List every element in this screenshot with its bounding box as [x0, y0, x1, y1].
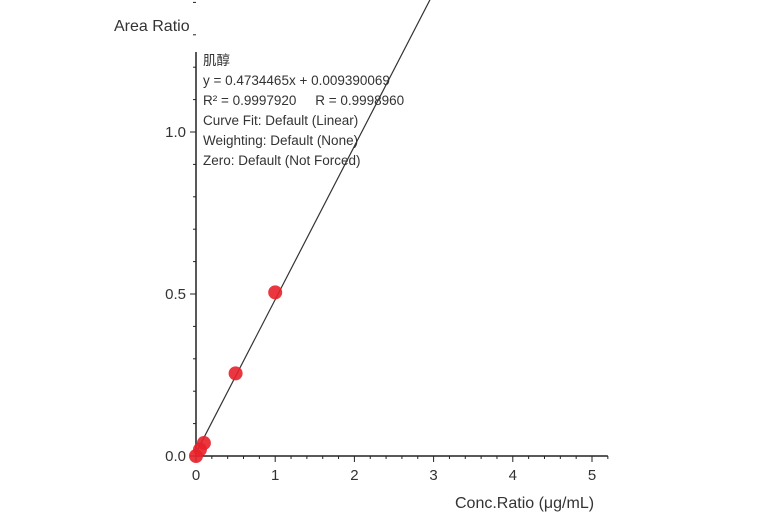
data-point — [268, 285, 283, 300]
fit-line-group — [195, 0, 431, 454]
fit-line — [195, 0, 431, 454]
x-tick-label: 4 — [509, 467, 517, 484]
x-tick-label: 2 — [350, 467, 358, 484]
data-points — [189, 285, 283, 463]
y-tick-label: 1.0 — [165, 124, 186, 141]
calibration-info: 肌醇 y = 0.4734465x + 0.009390069 R² = 0.9… — [203, 51, 404, 171]
x-tick-label: 1 — [271, 467, 279, 484]
y-axis-label: Area Ratio — [114, 18, 190, 35]
x-tick-label: 3 — [429, 467, 437, 484]
weighting-label: Weighting: Default (None) — [203, 133, 359, 148]
y-tick-label: 0.0 — [165, 448, 186, 465]
x-tick-label: 0 — [192, 467, 200, 484]
x-tick-label: 5 — [588, 467, 596, 484]
compound-name: 肌醇 — [203, 53, 230, 68]
curve-fit-label: Curve Fit: Default (Linear) — [203, 113, 359, 128]
zero-label: Zero: Default (Not Forced) — [203, 153, 361, 168]
fit-equation: y = 0.4734465x + 0.009390069 — [203, 73, 390, 88]
r-values: R² = 0.9997920 R = 0.9998960 — [203, 93, 405, 108]
data-point — [228, 366, 243, 381]
y-tick-label: 0.5 — [165, 286, 186, 303]
x-axis-label: Conc.Ratio (μg/mL) — [455, 495, 595, 512]
data-point — [196, 436, 211, 451]
